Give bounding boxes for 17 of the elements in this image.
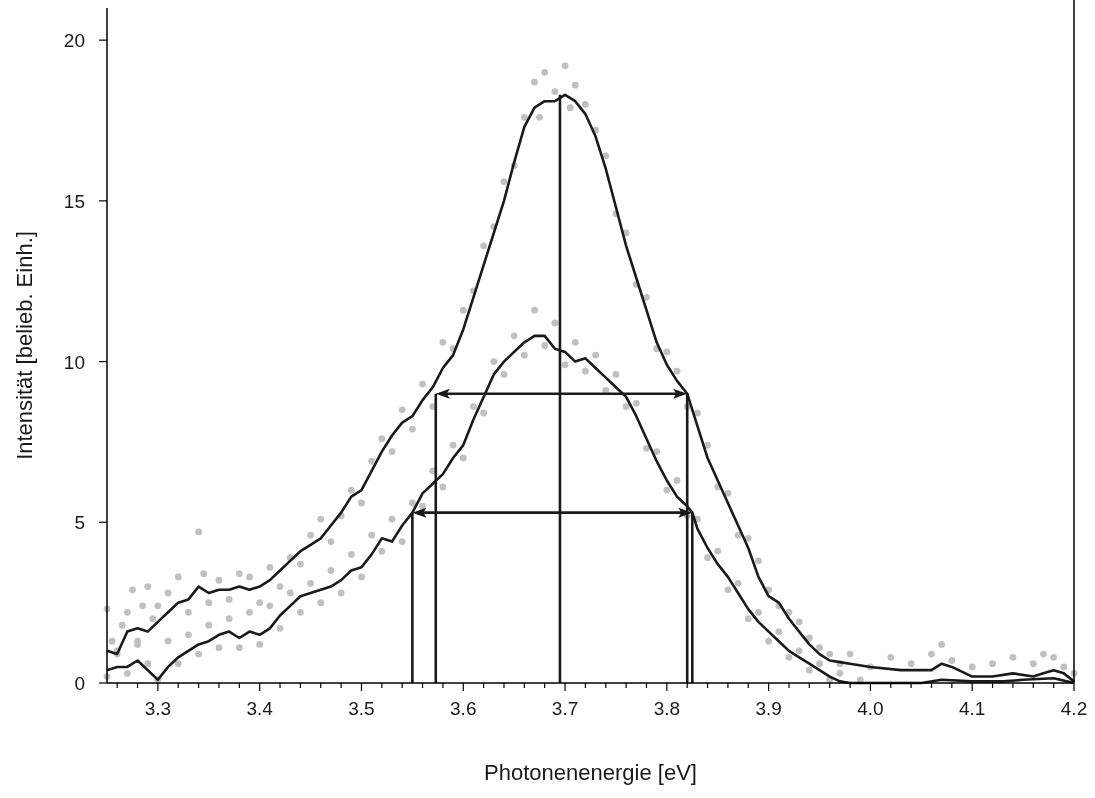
x-tick-label: 3.5 (348, 698, 375, 719)
x-tick-label: 3.3 (144, 698, 172, 719)
y-axis-title: Intensität [belieb. Einh.] (12, 231, 37, 460)
x-tick-label: 4.0 (857, 698, 884, 719)
y-tick-label: 0 (74, 673, 85, 694)
y-tick-label: 20 (63, 30, 85, 52)
x-tick-label: 3.6 (450, 698, 477, 719)
x-tick-label: 3.8 (653, 698, 681, 719)
y-tick-label: 15 (63, 190, 85, 212)
x-axis-title: Photonenenergie [eV] (484, 760, 697, 785)
x-tick-label: 3.4 (246, 698, 274, 719)
x-tick-label: 3.9 (755, 698, 782, 719)
x-tick-label: 4.2 (1060, 698, 1088, 719)
y-tick-label: 10 (63, 351, 85, 373)
x-tick-label: 3.7 (551, 698, 579, 719)
y-tick-label: 5 (74, 512, 85, 534)
x-tick-label: 4.1 (959, 698, 986, 719)
